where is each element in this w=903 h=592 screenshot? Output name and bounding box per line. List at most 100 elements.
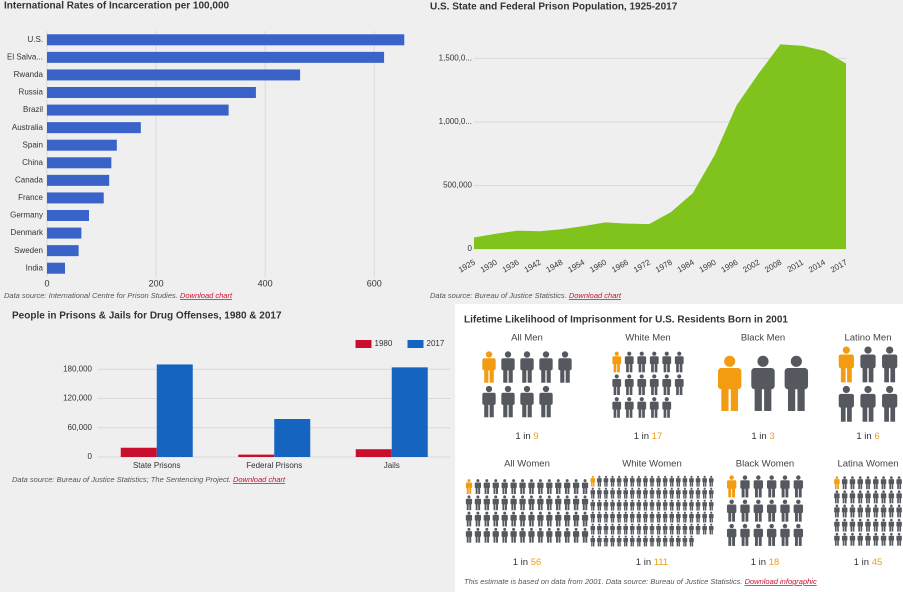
- person-icon: [896, 504, 902, 518]
- icon-leg: [852, 540, 855, 546]
- icon-head: [796, 523, 801, 529]
- person-icon: [483, 479, 490, 494]
- icon-leg: [683, 505, 685, 511]
- icon-leg: [650, 541, 652, 547]
- person-icon: [656, 523, 661, 535]
- x-tick-label: 400: [258, 278, 273, 288]
- download-link[interactable]: Download infographic: [745, 577, 817, 586]
- icon-body: [629, 502, 635, 507]
- icon-leg: [728, 488, 732, 498]
- icon-body: [564, 498, 571, 505]
- icon-body: [689, 537, 694, 543]
- icon-leg: [685, 493, 687, 499]
- icon-body: [519, 531, 526, 537]
- person-icon: [629, 499, 635, 511]
- icon-leg: [868, 483, 870, 490]
- person-icon: [860, 346, 876, 383]
- x-tick-label: 1936: [501, 257, 521, 274]
- icon-head: [529, 479, 533, 483]
- icon-body: [643, 502, 648, 507]
- icon-leg: [645, 541, 648, 547]
- icon-head: [897, 490, 901, 494]
- icon-body: [564, 514, 571, 521]
- icon-leg: [698, 505, 700, 511]
- icon-leg: [629, 386, 633, 396]
- download-link[interactable]: Download chart: [569, 291, 622, 300]
- icon-body: [597, 514, 602, 519]
- icon-head: [677, 487, 680, 490]
- icon-leg: [619, 481, 621, 487]
- icon-leg: [639, 529, 641, 535]
- person-icon: [612, 397, 622, 418]
- icon-head: [624, 535, 627, 538]
- y-tick-label: 1,000,0...: [439, 117, 472, 126]
- icon-leg: [658, 505, 661, 511]
- person-icon: [662, 499, 668, 511]
- icon-head: [618, 475, 621, 478]
- y-tick-label: China: [22, 158, 43, 167]
- icon-body: [597, 490, 602, 495]
- icon-leg: [652, 541, 654, 547]
- download-link[interactable]: Download chart: [233, 475, 286, 484]
- icon-leg: [797, 387, 805, 411]
- y-tick-label: 180,000: [63, 364, 92, 373]
- person-icon: [581, 511, 589, 527]
- icon-body: [616, 490, 622, 495]
- person-icon: [849, 476, 856, 490]
- icon-leg: [704, 529, 707, 535]
- icon-leg: [656, 541, 659, 547]
- icon-head: [897, 504, 901, 508]
- person-icon: [537, 495, 544, 511]
- icon-leg: [670, 517, 672, 523]
- icon-body: [753, 480, 764, 489]
- x-tick-label: 600: [367, 278, 382, 288]
- icon-body: [572, 482, 580, 489]
- icon-leg: [558, 503, 561, 511]
- icon-body: [636, 537, 642, 543]
- icon-body: [689, 502, 694, 507]
- person-icon: [637, 351, 647, 373]
- icon-leg: [850, 511, 853, 518]
- icon-leg: [504, 520, 507, 527]
- person-icon: [612, 374, 622, 396]
- icon-head: [664, 374, 669, 379]
- icon-leg: [768, 512, 772, 522]
- icon-body: [695, 478, 701, 483]
- icon-leg: [643, 517, 646, 523]
- download-link[interactable]: Download chart: [180, 291, 233, 300]
- icon-body: [637, 401, 647, 410]
- person-icon: [880, 504, 887, 518]
- icon-leg: [547, 520, 550, 527]
- person-icon: [528, 511, 535, 527]
- ratio-value: 6: [874, 431, 879, 442]
- icon-leg: [696, 505, 698, 511]
- person-icon: [649, 487, 655, 499]
- icon-head: [583, 511, 587, 515]
- person-icon: [546, 527, 553, 543]
- icon-leg: [652, 493, 654, 499]
- ratio-label: 1 in 18: [751, 557, 780, 568]
- x-tick-label: 1966: [610, 257, 630, 274]
- icon-leg: [676, 386, 679, 396]
- icon-head: [858, 518, 862, 522]
- person-icon: [603, 523, 609, 535]
- icon-leg: [529, 503, 532, 511]
- icon-leg: [671, 517, 674, 523]
- icon-body: [492, 531, 499, 537]
- person-icon: [865, 490, 871, 504]
- person-icon: [590, 475, 596, 487]
- icon-head: [835, 476, 839, 479]
- person-icon: [643, 475, 648, 487]
- icon-head: [742, 523, 748, 529]
- person-icon: [528, 495, 535, 511]
- bar: [47, 245, 79, 257]
- person-icon: [610, 535, 615, 547]
- icon-leg: [606, 541, 608, 547]
- icon-leg: [613, 386, 617, 396]
- note: This estimate is based on data from 2001…: [464, 577, 742, 586]
- icon-leg: [758, 488, 762, 498]
- icon-head: [729, 475, 734, 480]
- icon-body: [873, 507, 879, 513]
- icon-leg: [564, 487, 567, 494]
- person-icon: [519, 527, 526, 543]
